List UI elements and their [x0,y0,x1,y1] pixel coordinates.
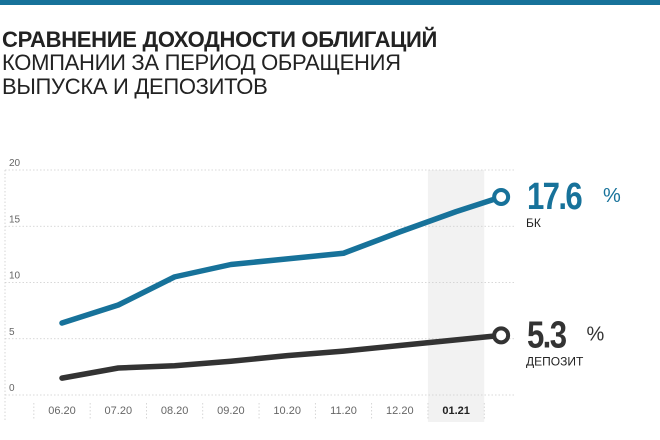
x-tick-label: 07.20 [105,405,133,417]
series-name-label: БК [526,216,541,230]
x-tick-label: 12.20 [386,405,414,417]
x-tick-label: 06.20 [48,405,76,417]
series-line [59,194,504,326]
chart-title: СРАВНЕНИЕ ДОХОДНОСТИ ОБЛИГАЦИЙ [2,27,437,52]
line-chart: 0 5 10 15 20 06.20 07.20 08.20 09.20 10.20 11.20 1… [4,158,621,422]
y-tick-label: 10 [9,271,21,282]
y-tick-label: 0 [9,383,15,394]
x-tick-label: 08.20 [161,405,189,417]
x-tick-label: 11.20 [330,405,357,417]
y-tick-label: 5 [9,327,15,338]
y-tick-label: 15 [9,214,21,225]
y-tick-label: 20 [9,158,21,169]
x-tick-label: 10.20 [273,405,301,417]
series-end-value: 5.3 [527,315,567,357]
series-end-value: 17.6 [527,176,582,218]
series-unit: % [587,323,605,345]
series-name-label: ДЕПОЗИТ [526,354,584,368]
series-unit: % [603,185,621,207]
x-tick-label: 01.21 [442,405,470,417]
series-end-marker [492,326,511,345]
x-tick-label: 09.20 [217,405,245,417]
top-accent-bar [0,0,660,5]
series-end-marker [492,188,511,206]
series-line [59,332,504,381]
chart-subtitle: КОМПАНИИ ЗА ПЕРИОД ОБРАЩЕНИЯ ВЫПУСКА И Д… [2,50,401,99]
